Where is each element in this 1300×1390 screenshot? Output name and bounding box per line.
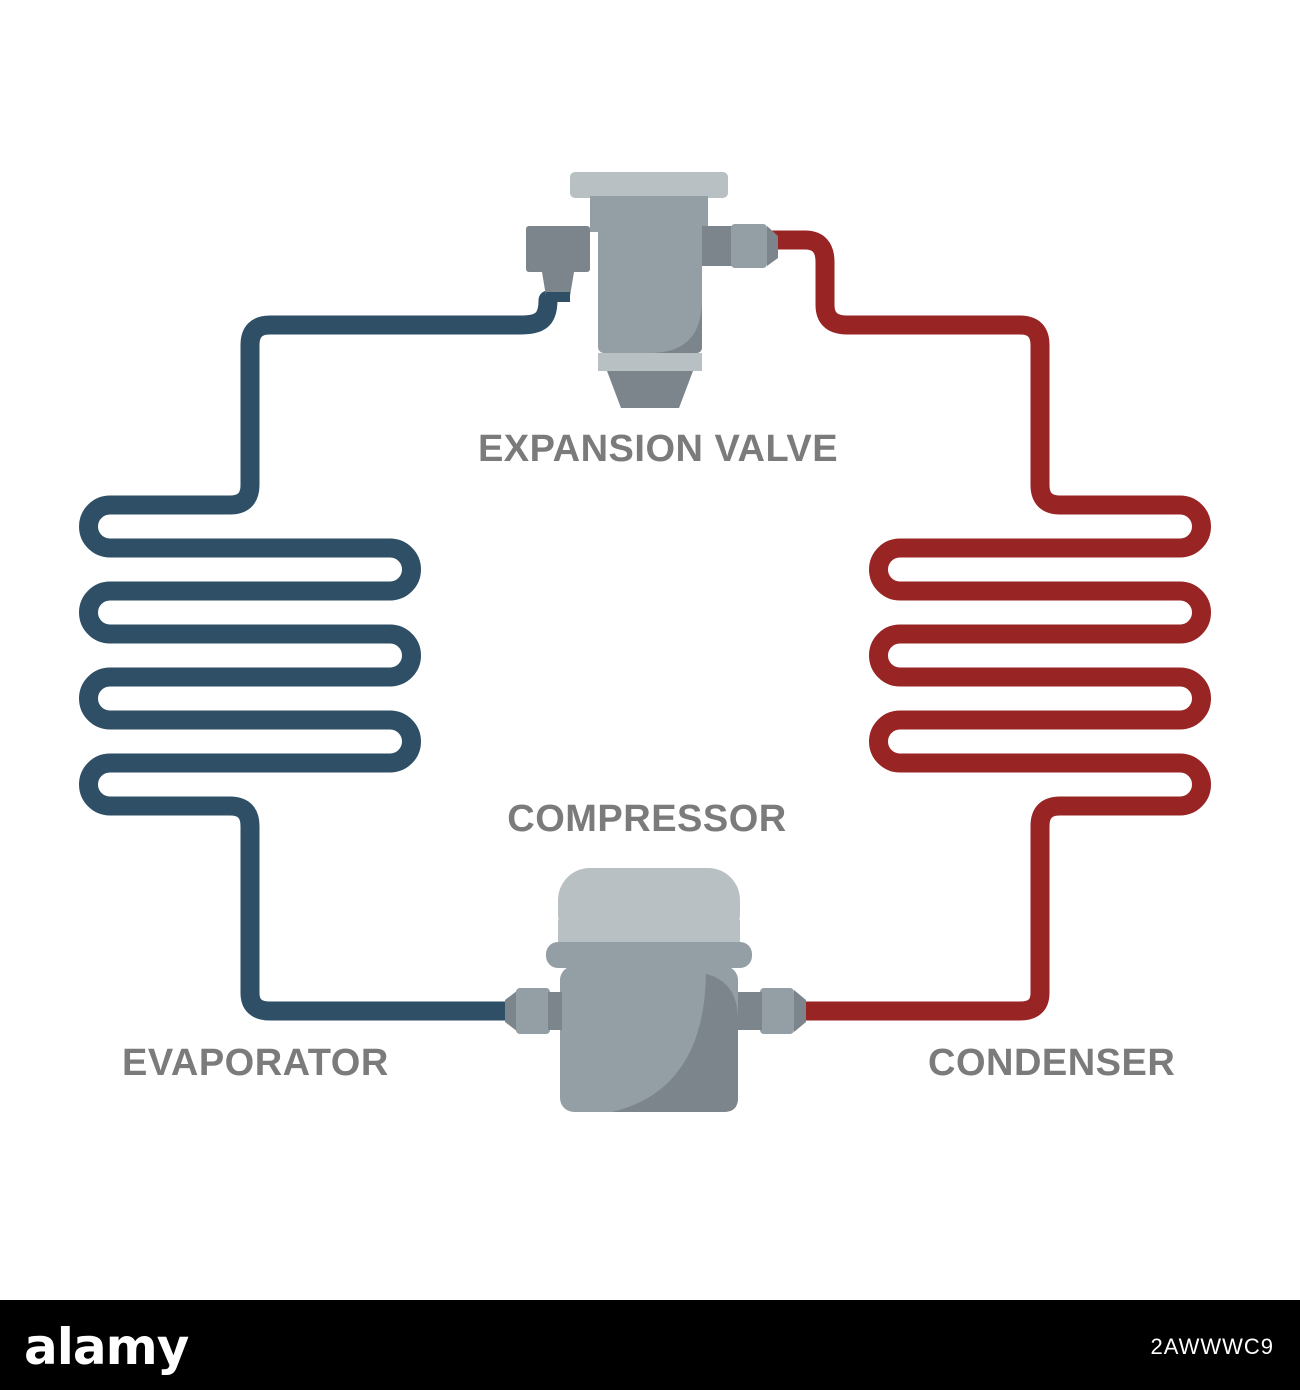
condenser-label: CONDENSER	[928, 1042, 1176, 1084]
refrigeration-cycle-diagram	[79, 172, 1211, 1112]
expansion-valve-icon	[526, 172, 778, 408]
evaporator-pipe	[79, 290, 558, 1021]
compressor-label: COMPRESSOR	[507, 798, 787, 840]
condenser-pipe	[762, 230, 1211, 1021]
alamy-logo: alamy	[24, 1318, 189, 1376]
stock-footer-bar: alamy 2AWWWC9	[0, 1300, 1300, 1390]
compressor-icon	[505, 868, 806, 1112]
evaporator-label: EVAPORATOR	[122, 1042, 389, 1084]
expansion-valve-label: EXPANSION VALVE	[477, 428, 839, 470]
stock-image-id: 2AWWWC9	[1150, 1334, 1274, 1359]
